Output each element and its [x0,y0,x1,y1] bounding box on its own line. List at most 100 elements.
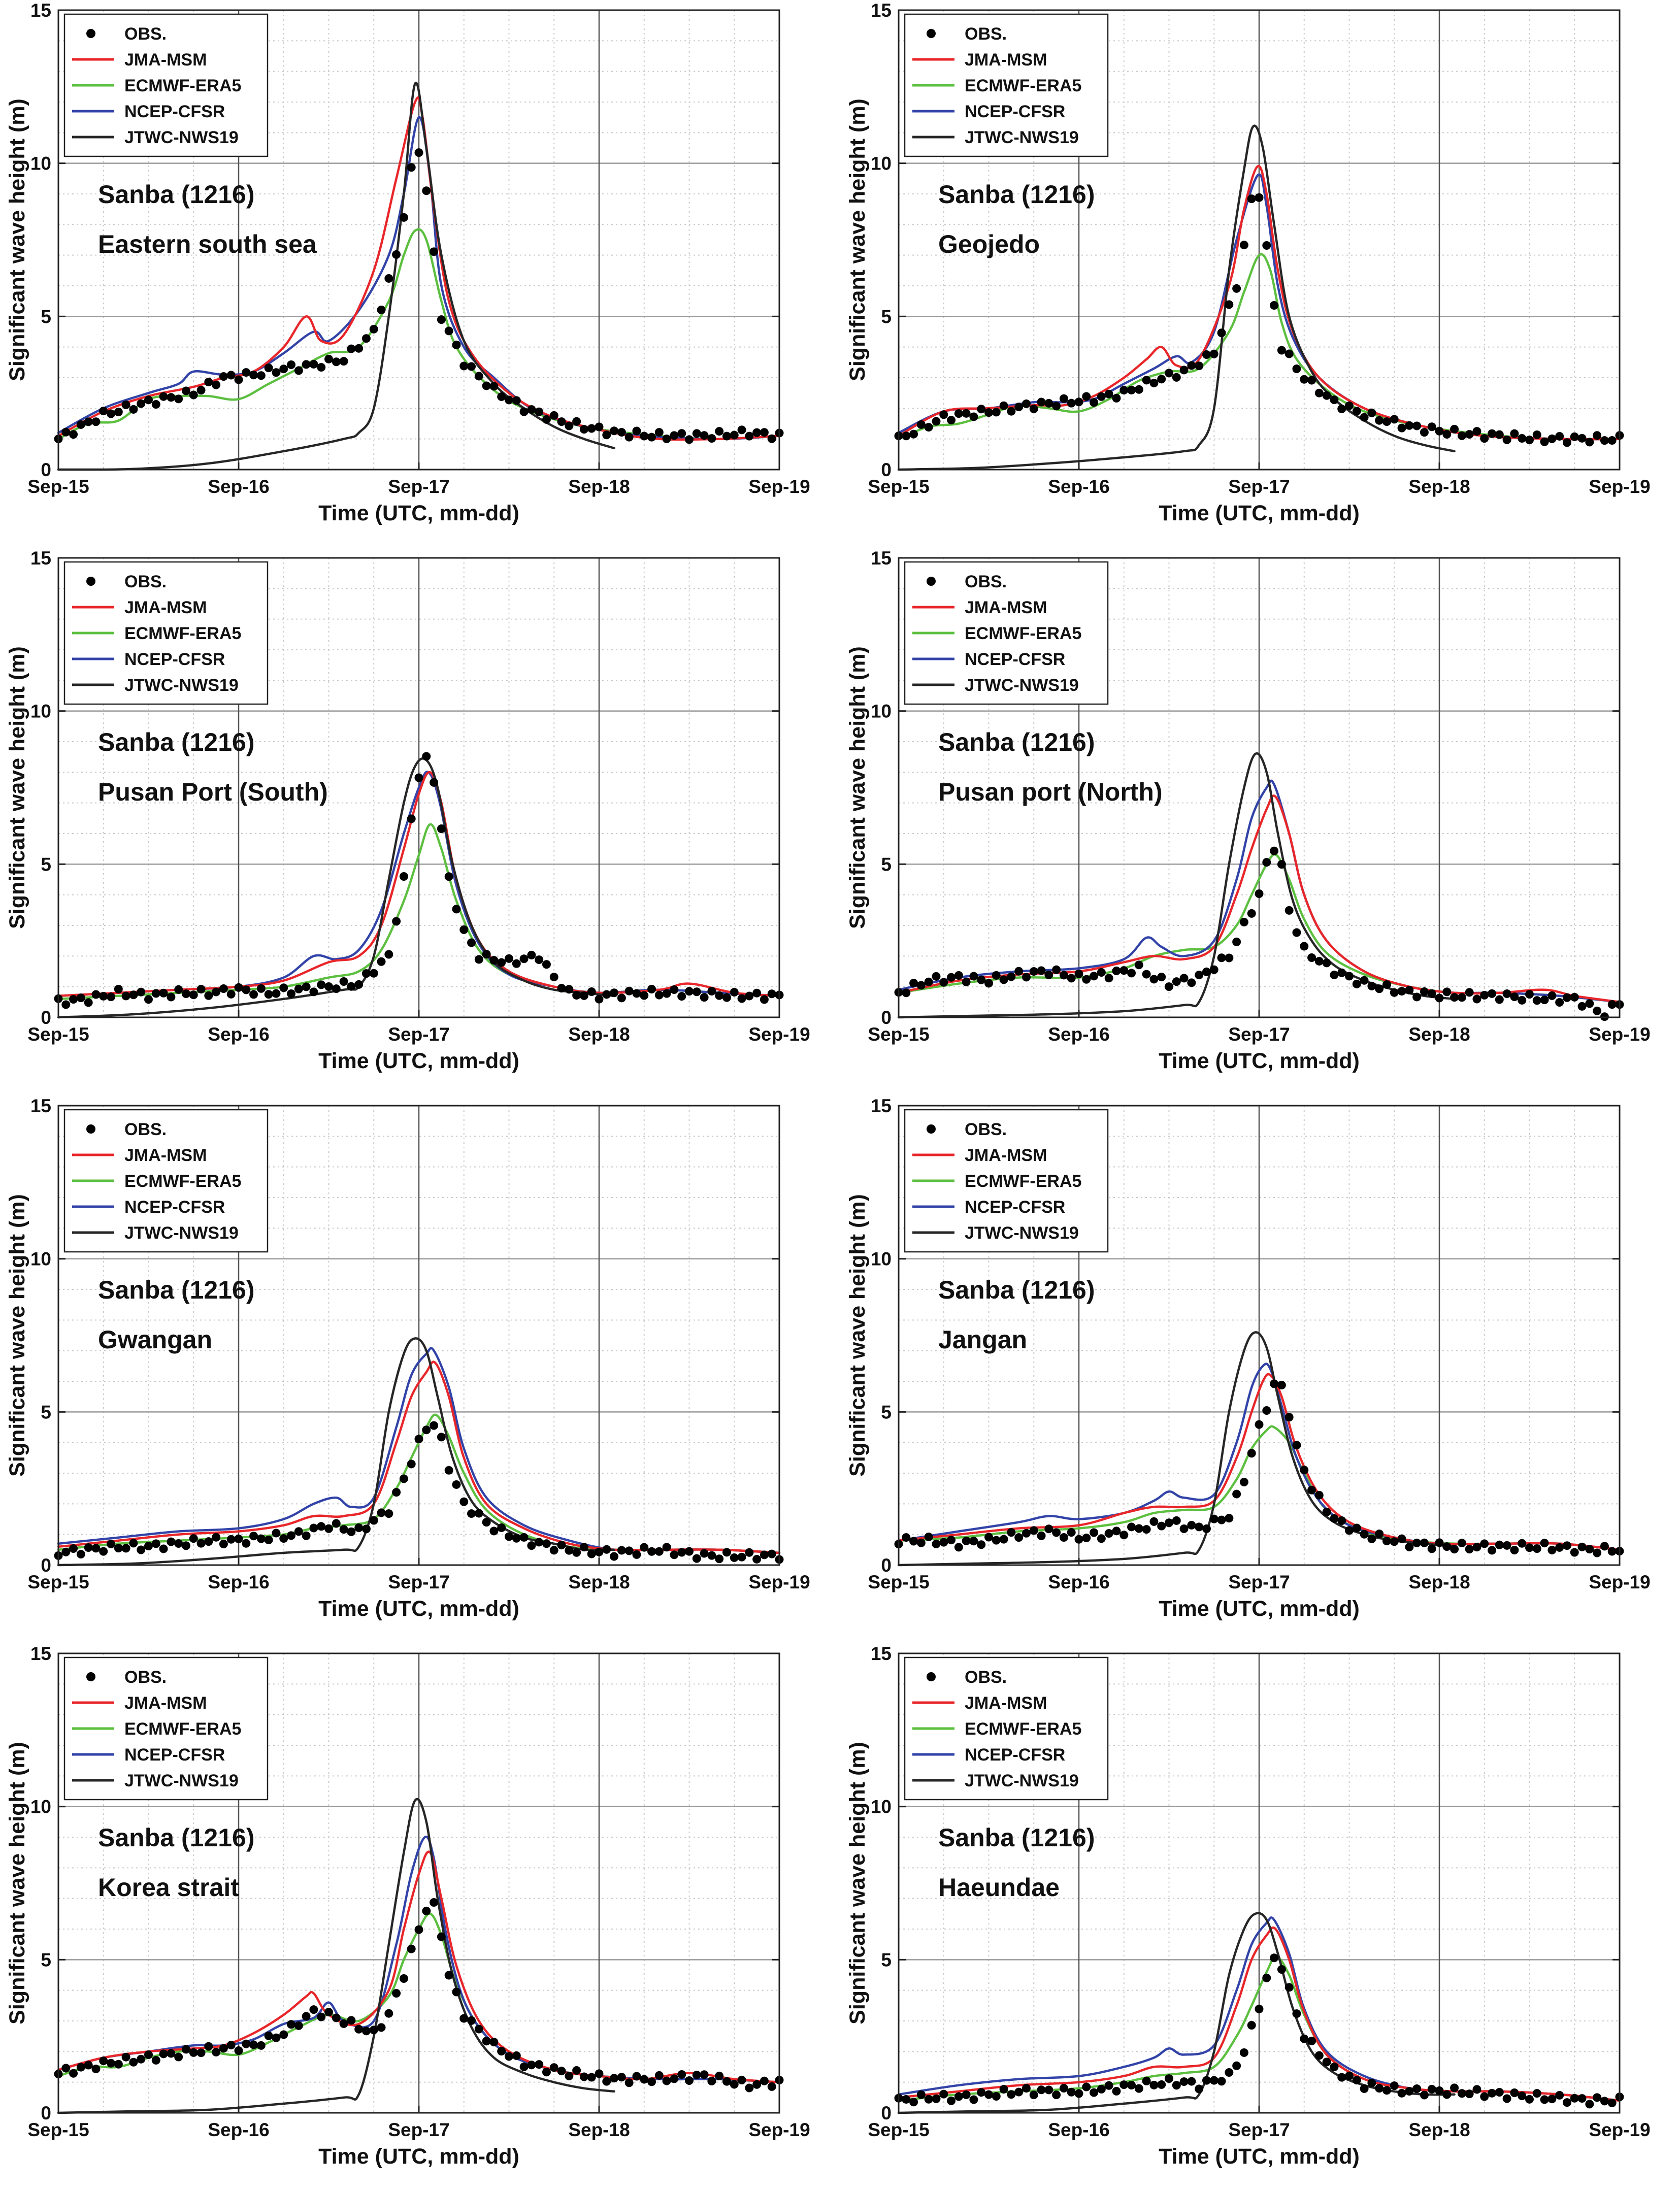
obs-point [1142,2076,1151,2085]
obs-point [1262,241,1271,250]
obs-point [242,1539,251,1548]
chart-panel-eastern-south-sea: 0 5 10 15 Sep-15 Sep-16 Sep-17 Sep-18 Sep-19 Time… [0,0,840,548]
obs-point [1510,1545,1519,1554]
obs-point [497,392,506,401]
obs-point [909,2098,918,2107]
obs-point [932,417,941,426]
obs-point [1593,2093,1602,2102]
obs-point [737,994,746,1003]
obs-point [1607,436,1617,445]
x-tick-label: Sep-18 [1408,1024,1470,1045]
obs-point [587,987,596,996]
obs-point [1532,996,1541,1005]
obs-point [309,987,318,997]
obs-point [437,1932,446,1941]
obs-point [1555,2090,1564,2100]
obs-point [1142,376,1151,385]
obs-point [347,344,356,353]
obs-point [527,1541,536,1550]
legend-label: OBS. [965,1668,1007,1687]
obs-point [1585,1545,1594,1554]
legend-label: JTWC-NWS19 [965,1223,1079,1243]
obs-point [579,991,588,1000]
annotation-text: Sanba (1216) [938,1276,1095,1304]
obs-point [954,2092,963,2101]
legend-label: JTWC-NWS19 [965,1771,1079,1790]
obs-point [1209,965,1218,974]
x-tick-label: Sep-16 [208,476,269,497]
obs-point [1157,973,1166,982]
y-tick-label: 10 [30,153,51,174]
obs-point [377,305,386,314]
chart-svg: 0 5 10 15 Sep-15 Sep-16 Sep-17 Sep-18 Sep-19 Time… [845,0,1651,525]
legend-label: OBS. [965,1120,1007,1139]
obs-point [137,2054,146,2064]
obs-point [174,394,183,404]
obs-point [107,2059,116,2068]
obs-point [617,428,626,437]
obs-point [1209,2076,1218,2085]
obs-point [700,993,709,1002]
obs-point [309,359,318,369]
obs-point [1195,971,1204,980]
obs-point [692,429,701,438]
obs-point [1247,194,1256,204]
obs-point [977,405,986,414]
obs-point [309,1523,318,1533]
legend-label: JTWC-NWS19 [124,128,239,147]
obs-point [512,396,521,405]
obs-point [1225,1514,1234,1523]
obs-point [1127,2080,1136,2089]
obs-point [399,872,408,881]
y-tick-label: 15 [30,1643,51,1664]
obs-point [339,357,348,366]
obs-point [1457,993,1466,1002]
obs-point [414,1435,423,1444]
obs-point [1052,402,1061,411]
obs-point [347,1527,356,1536]
chart-panel-gwangan: 0 5 10 15 Sep-15 Sep-16 Sep-17 Sep-18 Sep-19 Time… [0,1096,840,1643]
obs-point [1518,995,1527,1005]
obs-point [595,1547,604,1556]
obs-point [1495,1540,1504,1549]
obs-point [1412,421,1422,430]
obs-point [992,408,1001,417]
obs-point [84,1543,93,1552]
obs-point [399,1974,408,1983]
obs-point [1322,391,1331,400]
y-tick-label: 5 [41,1949,51,1970]
x-tick-label: Sep-18 [1408,2119,1470,2140]
obs-point [1097,1534,1106,1543]
obs-point [1525,990,1534,999]
obs-point [565,421,574,430]
obs-point [467,1509,476,1518]
obs-point [151,2055,160,2065]
x-tick-label: Sep-15 [868,1024,929,1045]
obs-point [902,988,911,998]
obs-point [196,386,206,395]
obs-point [1090,1528,1099,1537]
y-tick-label: 0 [881,1007,892,1028]
obs-point [1607,1000,1617,1009]
obs-point [542,415,551,424]
obs-point [685,1547,694,1556]
obs-point [1420,987,1429,996]
obs-point [189,2048,198,2057]
obs-point [557,2067,566,2076]
obs-point [1480,2092,1489,2101]
obs-point [1074,1535,1083,1544]
y-axis-label: Significant wave height (m) [845,98,870,381]
obs-point [1585,999,1594,1008]
x-tick-label: Sep-18 [1408,476,1470,497]
obs-point [1300,2034,1309,2043]
obs-point [422,1425,431,1435]
obs-point [1405,985,1414,994]
series-line-jtwc-nws19 [57,1798,615,2114]
legend-label: NCEP-CFSR [965,650,1065,669]
obs-point [1345,972,1354,981]
obs-point [999,975,1008,984]
obs-point [339,977,348,986]
obs-point [1127,969,1136,978]
obs-point [69,1544,78,1553]
obs-point [91,417,101,426]
